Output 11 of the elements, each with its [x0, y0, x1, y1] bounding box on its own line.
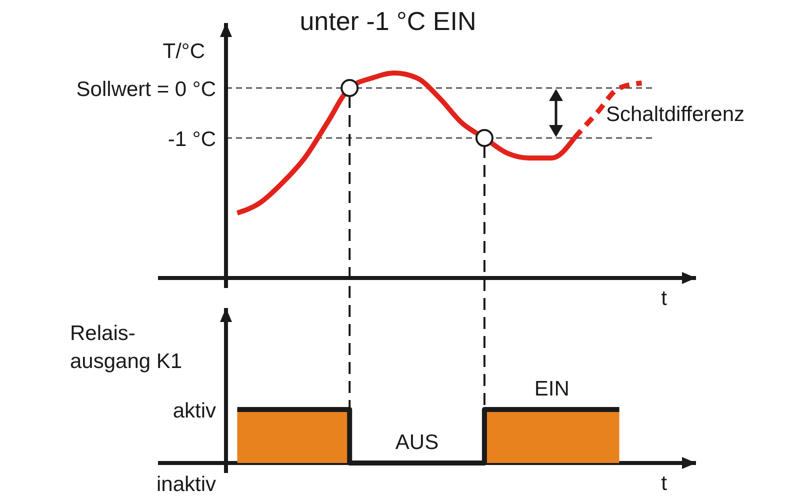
- x-axis-title: t: [661, 287, 668, 310]
- x-axis-title: t: [661, 472, 668, 495]
- text: aktiv: [172, 400, 216, 423]
- y-axis-title: Relais- ausgang K1: [70, 322, 182, 373]
- chart-title: unter -1 °C EIN: [300, 6, 476, 36]
- annotation: Schaltdifferenz: [606, 103, 745, 126]
- text: EIN: [534, 378, 570, 401]
- text: inaktiv: [156, 473, 216, 496]
- y-tick-label: -1 °C: [168, 128, 216, 151]
- y-tick-label: Sollwert = 0 °C: [76, 78, 216, 101]
- y-axis-title: T/°C: [162, 40, 205, 63]
